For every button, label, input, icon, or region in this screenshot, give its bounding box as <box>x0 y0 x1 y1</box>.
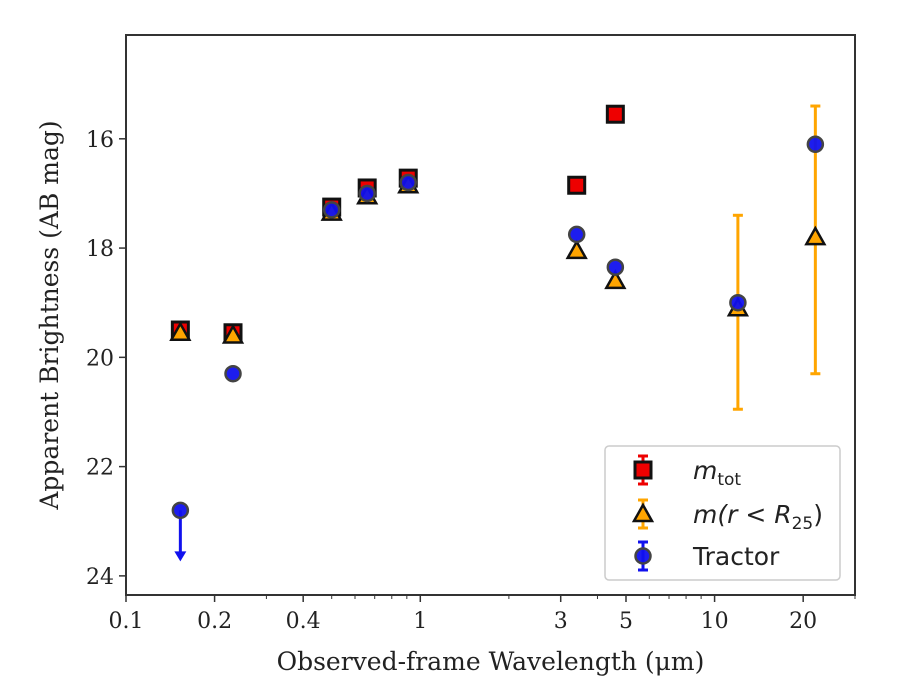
legend-marker-mtot <box>633 460 653 480</box>
legend-label-mr25: m(r < R25) <box>693 500 823 534</box>
mtot-point <box>567 175 587 195</box>
legend: mtot m(r < R25) Tractor <box>604 445 841 581</box>
x-axis-label: Observed-frame Wavelength (μm) <box>277 647 705 676</box>
axis-ticks: 0.1 0.2 0.4 1 3 5 10 20 16 18 20 22 24 <box>86 128 856 634</box>
mtot-point <box>605 104 625 124</box>
tractor-upper-limit-arrowhead <box>174 551 187 562</box>
tractor-point <box>322 201 341 219</box>
y-tick-label: 18 <box>86 237 114 262</box>
tractor-point <box>399 173 417 192</box>
x-tick-label: 3 <box>554 609 568 634</box>
plot-frame <box>125 34 856 596</box>
mr25-point <box>169 321 192 342</box>
mr25-point <box>221 323 245 344</box>
y-tick-label: 22 <box>86 456 114 481</box>
y-axis-label: Apparent Brightness (AB mag) <box>35 120 64 510</box>
legend-label-tractor: Tractor <box>692 542 780 571</box>
tractor-point <box>567 225 586 244</box>
x-tick-label: 5 <box>619 609 633 634</box>
x-tick-label: 20 <box>789 609 817 634</box>
mr25-point <box>565 239 588 260</box>
tractor-series <box>171 135 825 562</box>
legend-box <box>604 445 841 581</box>
tractor-point <box>806 135 825 154</box>
y-tick-label: 16 <box>86 128 114 153</box>
legend-marker-mr25 <box>631 502 655 523</box>
tractor-point <box>171 501 190 520</box>
mr25-point <box>804 225 827 246</box>
x-tick-label: 0.2 <box>197 609 232 634</box>
x-tick-label: 0.4 <box>286 609 321 634</box>
y-tick-label: 20 <box>86 346 114 371</box>
tractor-point <box>358 184 376 203</box>
chart-marks <box>169 104 827 562</box>
tractor-point <box>224 364 242 383</box>
x-tick-label: 10 <box>701 609 729 634</box>
y-tick-label: 24 <box>86 565 114 590</box>
tractor-point <box>606 258 625 276</box>
tractor-point <box>729 293 747 312</box>
mtot-series <box>170 104 625 343</box>
legend-label-mtot: mtot <box>693 456 741 490</box>
x-tick-label: 0.1 <box>109 609 144 634</box>
mr25-point <box>604 269 627 290</box>
mr25-series <box>169 104 827 411</box>
x-tick-label: 1 <box>413 609 427 634</box>
legend-marker-tractor <box>634 547 652 565</box>
